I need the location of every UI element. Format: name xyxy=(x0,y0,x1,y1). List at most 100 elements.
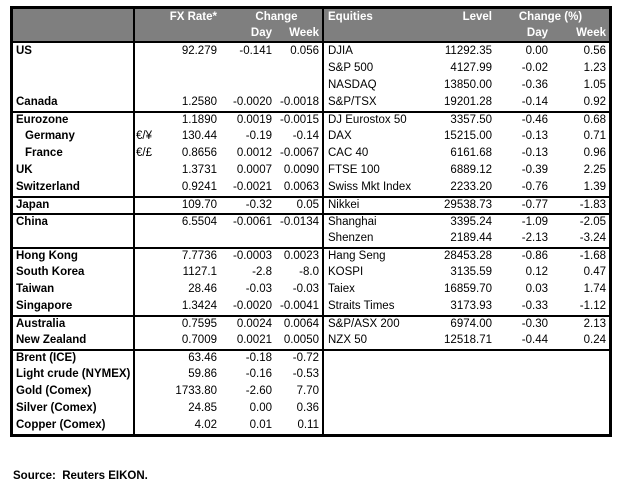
currency-pair-cell xyxy=(135,113,155,128)
fx-header-left: FX Rate* Change xyxy=(13,9,324,25)
equities-row-half: Swiss Mkt Index 2233.20 -0.76 1.39 xyxy=(324,179,609,196)
fx-rate-cell xyxy=(155,77,217,94)
fx-row-half: Hong Kong 7.7736 -0.0003 0.0023 xyxy=(13,249,324,264)
currency-pair-cell xyxy=(135,94,155,111)
fx-change-week-cell: -0.72 xyxy=(292,352,319,364)
fx-row-half: Brent (ICE) 63.46 -0.18 -0.72 xyxy=(13,351,324,366)
fx-row-half: Australia 0.7595 0.0024 0.0064 xyxy=(13,317,324,332)
equity-change-day-cell: -0.13 xyxy=(521,130,548,142)
equity-change-week-cell xyxy=(548,366,609,383)
equities-row-half: NASDAQ 13850.00 -0.36 1.05 xyxy=(324,77,609,94)
equity-change-day-cell xyxy=(492,417,548,434)
equity-level-cell: 2233.20 xyxy=(450,181,492,193)
equities-header-right: Equities Level Change (%) xyxy=(324,9,609,25)
equity-change-week-cell: 0.71 xyxy=(583,130,606,142)
equity-name-cell xyxy=(324,417,434,434)
equity-level-cell: 3135.59 xyxy=(450,266,492,278)
fx-change-week-cell: 0.05 xyxy=(296,199,319,211)
equities-row-half: FTSE 100 6889.12 -0.39 2.25 xyxy=(324,162,609,179)
fx-change-day-cell: 0.00 xyxy=(249,402,272,414)
fx-rate-cell: 4.02 xyxy=(194,419,217,431)
fx-change-week-cell xyxy=(272,77,322,94)
fx-change-week-cell: 0.11 xyxy=(297,419,319,431)
fx-change-week-cell: -0.03 xyxy=(292,283,319,295)
table-row: China 6.5504 -0.0061 -0.0134 Shanghai 3395.24… xyxy=(13,213,609,230)
fx-name-cell: Copper (Comex) xyxy=(13,417,135,434)
fx-rate-cell: 28.46 xyxy=(188,283,217,295)
fx-name-cell: Canada xyxy=(13,94,135,111)
equity-change-week-cell xyxy=(548,417,609,434)
fx-day-header: Day xyxy=(250,27,272,39)
fx-change-day-cell xyxy=(217,230,272,247)
equity-name-cell xyxy=(324,383,434,400)
table-row: Eurozone 1.1890 0.0019 -0.0015 DJ Eurostox 5… xyxy=(13,111,609,128)
fx-change-day-cell: -0.32 xyxy=(245,199,272,211)
equities-row-half: DJIA 11292.35 0.00 0.56 xyxy=(324,43,609,60)
currency-pair-cell xyxy=(135,179,155,196)
equity-change-week-cell: 0.96 xyxy=(583,147,606,159)
fx-rate-cell: 7.7736 xyxy=(181,250,217,262)
fx-change-week-cell: 7.70 xyxy=(296,385,319,397)
currency-pair-cell xyxy=(135,298,155,315)
equity-level-cell xyxy=(434,383,492,400)
fx-row-half: Silver (Comex) 24.85 0.00 0.36 xyxy=(13,400,324,417)
table-body: US 92.279 -0.141 0.056 DJIA 11292.35 0.00 0.56 S… xyxy=(13,43,609,434)
fx-subheader-left: Day Week xyxy=(13,25,324,41)
fx-name-cell: Eurozone xyxy=(13,113,135,128)
currency-pair-cell: €/¥ xyxy=(136,130,152,142)
equity-name-cell: DJ Eurostox 50 xyxy=(328,114,407,126)
source-line: Source: Reuters EIKON. xyxy=(13,470,148,482)
fx-rate-cell: 6.5504 xyxy=(181,216,217,228)
equity-change-week-cell xyxy=(548,351,609,366)
equities-row-half xyxy=(324,417,609,434)
equity-change-day-cell: 0.12 xyxy=(525,266,548,278)
equity-change-week-cell: -1.12 xyxy=(579,300,606,312)
fx-change-week-cell: -0.0018 xyxy=(279,96,319,108)
fx-name-cell xyxy=(13,77,135,94)
equities-row-half: DAX 15215.00 -0.13 0.71 xyxy=(324,128,609,145)
fx-change-day-cell: 0.0024 xyxy=(236,318,272,330)
currency-pair-cell xyxy=(135,281,155,298)
table-row: Germany €/¥ 130.44 -0.19 -0.14 DAX 15215.00 -0.… xyxy=(13,128,609,145)
fx-row-half: UK 1.3731 0.0007 0.0090 xyxy=(13,162,324,179)
fx-change-week-cell: -0.53 xyxy=(292,368,319,380)
fx-row-half xyxy=(13,60,324,77)
fx-change-day-cell: -0.0020 xyxy=(232,300,272,312)
equity-change-week-cell: -1.83 xyxy=(579,199,606,211)
table-row: France €/£ 0.8656 0.0012 -0.0067 CAC 40 6161.6… xyxy=(13,145,609,162)
fx-rate-cell: 109.70 xyxy=(181,199,217,211)
currency-pair-cell xyxy=(135,264,155,281)
fx-row-half: Canada 1.2580 -0.0020 -0.0018 xyxy=(13,94,324,111)
fx-row-half xyxy=(13,77,324,94)
fx-name-cell xyxy=(13,60,135,77)
fx-row-half: Copper (Comex) 4.02 0.01 0.11 xyxy=(13,417,324,434)
fx-name-cell: Silver (Comex) xyxy=(13,400,135,417)
fx-rate-cell: 92.279 xyxy=(181,45,217,57)
equity-change-day-cell: -0.44 xyxy=(521,334,548,346)
fx-row-half: China 6.5504 -0.0061 -0.0134 xyxy=(13,215,324,230)
fx-rate-cell xyxy=(155,230,217,247)
footnotes: Source: Reuters EIKON. * FX Rate for USD… xyxy=(13,438,618,487)
equity-name-cell xyxy=(324,400,434,417)
table-row: Japan 109.70 -0.32 0.05 Nikkei 29538.73 -0.77 -… xyxy=(13,196,609,213)
equity-level-cell: 19201.28 xyxy=(444,96,492,108)
equity-level-cell: 11292.35 xyxy=(444,45,492,57)
equities-row-half: Straits Times 3173.93 -0.33 -1.12 xyxy=(324,298,609,315)
table-row: Silver (Comex) 24.85 0.00 0.36 xyxy=(13,400,609,417)
equity-level-cell: 12518.71 xyxy=(444,334,492,346)
equities-row-half: Shanghai 3395.24 -1.09 -2.05 xyxy=(324,215,609,230)
fx-change-day-cell: -2.60 xyxy=(245,385,272,397)
fx-row-half: US 92.279 -0.141 0.056 xyxy=(13,43,324,60)
equities-row-half xyxy=(324,351,609,366)
fx-rate-cell xyxy=(155,60,217,77)
equity-change-day-cell: -1.09 xyxy=(521,216,548,228)
fx-name-cell: China xyxy=(13,215,135,230)
equity-level-cell: 4127.99 xyxy=(450,62,492,74)
fx-change-day-cell: -0.141 xyxy=(239,45,272,57)
currency-pair-cell xyxy=(135,215,155,230)
fx-change-week-cell: 0.0064 xyxy=(283,318,319,330)
currency-pair-cell xyxy=(135,230,155,247)
equity-change-week-cell: 0.47 xyxy=(583,266,606,278)
fx-row-half: Light crude (NYMEX) 59.86 -0.16 -0.53 xyxy=(13,366,324,383)
equity-change-week-cell: -2.05 xyxy=(579,216,606,228)
